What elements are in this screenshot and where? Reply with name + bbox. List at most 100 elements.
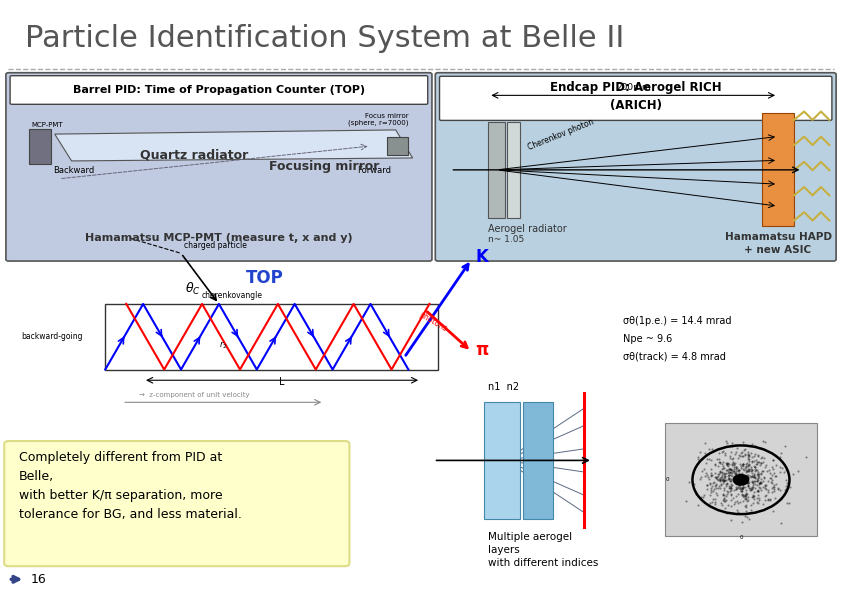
Point	[708, 460, 722, 470]
Point	[718, 503, 732, 513]
Point	[786, 469, 800, 479]
Point	[774, 468, 787, 477]
Point	[739, 467, 753, 477]
Point	[779, 485, 792, 494]
Point	[759, 490, 772, 499]
Point	[730, 476, 743, 486]
Point	[738, 494, 752, 504]
Point	[705, 483, 718, 492]
Point	[742, 492, 755, 501]
Point	[716, 457, 729, 467]
Point	[742, 451, 755, 461]
Bar	[523, 402, 553, 519]
Point	[746, 483, 759, 492]
Point	[736, 492, 749, 501]
Point	[766, 455, 780, 465]
Point	[780, 476, 793, 485]
Point	[723, 476, 737, 486]
Point	[740, 493, 754, 503]
Point	[736, 468, 749, 478]
Text: 0: 0	[666, 477, 669, 482]
Bar	[488, 122, 505, 218]
Point	[736, 490, 749, 499]
Point	[731, 454, 744, 463]
Point	[719, 479, 733, 489]
Point	[732, 480, 745, 490]
Point	[702, 474, 716, 483]
Point	[741, 467, 754, 476]
Point	[754, 458, 768, 467]
Point	[713, 473, 727, 483]
Point	[749, 462, 762, 471]
FancyBboxPatch shape	[4, 441, 349, 566]
Point	[720, 508, 733, 517]
Point	[724, 476, 738, 485]
Point	[765, 477, 778, 487]
Point	[718, 448, 732, 458]
Point	[744, 472, 758, 482]
Point	[728, 475, 742, 485]
Point	[725, 468, 738, 478]
Point	[771, 483, 785, 493]
Point	[702, 454, 716, 463]
Point	[747, 491, 760, 500]
Point	[727, 499, 741, 509]
Point	[748, 473, 761, 482]
Point	[736, 459, 749, 468]
Point	[736, 473, 749, 483]
Point	[765, 470, 779, 479]
Point	[691, 452, 705, 461]
Point	[722, 451, 736, 461]
Point	[741, 479, 754, 488]
Point	[722, 483, 736, 493]
Point	[746, 465, 759, 475]
Text: K: K	[476, 249, 488, 266]
Point	[741, 482, 754, 491]
Point	[723, 468, 737, 477]
Point	[727, 460, 741, 469]
Point	[711, 476, 724, 485]
Point	[752, 476, 765, 485]
Point	[722, 470, 736, 479]
Point	[742, 461, 755, 470]
Point	[763, 473, 776, 483]
Point	[738, 474, 752, 484]
Point	[741, 449, 754, 459]
Point	[765, 462, 778, 472]
Point	[723, 453, 737, 462]
Point	[747, 492, 760, 501]
Point	[733, 465, 746, 475]
Point	[744, 505, 758, 515]
Point	[738, 501, 752, 510]
Point	[727, 476, 741, 485]
Point	[740, 512, 754, 522]
Point	[759, 460, 773, 469]
Point	[717, 468, 730, 478]
Point	[729, 485, 743, 494]
Point	[750, 465, 764, 475]
Point	[739, 495, 753, 504]
Point	[742, 457, 755, 466]
Point	[752, 493, 765, 503]
Point	[752, 467, 765, 476]
Point	[713, 475, 727, 485]
Point	[752, 478, 765, 488]
Point	[719, 491, 733, 501]
Point	[742, 495, 755, 505]
Point	[737, 474, 750, 484]
Point	[745, 471, 759, 481]
Point	[736, 447, 749, 457]
Point	[746, 457, 759, 467]
Point	[736, 459, 749, 468]
Point	[716, 461, 729, 471]
Point	[742, 452, 755, 462]
Point	[758, 482, 771, 491]
Point	[742, 477, 755, 486]
Point	[748, 469, 761, 479]
Point	[717, 446, 730, 456]
Point	[769, 493, 782, 503]
Point	[730, 471, 743, 481]
Point	[743, 464, 756, 474]
Point	[711, 455, 724, 464]
Point	[722, 474, 735, 484]
